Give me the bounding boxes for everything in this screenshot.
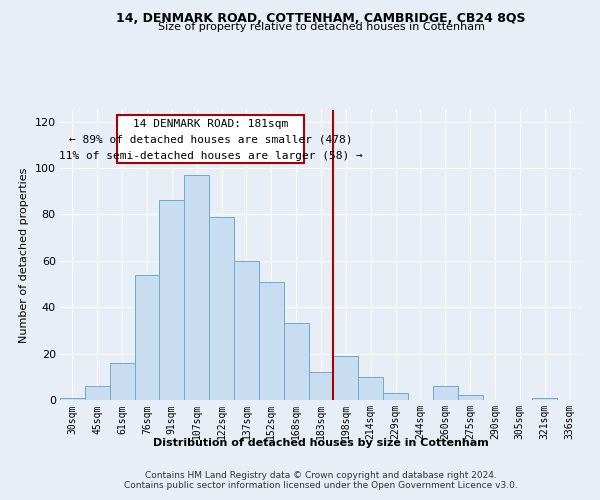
Bar [60, 398, 85, 400]
Bar [160, 200, 184, 400]
Bar [85, 386, 110, 400]
Text: 11% of semi-detached houses are larger (58) →: 11% of semi-detached houses are larger (… [59, 151, 362, 161]
Y-axis label: Number of detached properties: Number of detached properties [19, 168, 29, 342]
Text: 14 DENMARK ROAD: 181sqm: 14 DENMARK ROAD: 181sqm [133, 118, 288, 128]
Bar [383, 393, 408, 400]
Bar [358, 377, 383, 400]
Bar [184, 175, 209, 400]
Text: Size of property relative to detached houses in Cottenham: Size of property relative to detached ho… [157, 22, 485, 32]
Text: 14, DENMARK ROAD, COTTENHAM, CAMBRIDGE, CB24 8QS: 14, DENMARK ROAD, COTTENHAM, CAMBRIDGE, … [116, 12, 526, 26]
Bar [110, 363, 134, 400]
Bar [433, 386, 458, 400]
Text: Contains public sector information licensed under the Open Government Licence v3: Contains public sector information licen… [124, 481, 518, 490]
Text: ← 89% of detached houses are smaller (478): ← 89% of detached houses are smaller (47… [68, 135, 352, 145]
Bar [259, 282, 284, 400]
Text: Contains HM Land Registry data © Crown copyright and database right 2024.: Contains HM Land Registry data © Crown c… [145, 471, 497, 480]
FancyBboxPatch shape [117, 114, 304, 164]
Bar [458, 396, 482, 400]
Bar [334, 356, 358, 400]
Bar [284, 324, 308, 400]
Text: Distribution of detached houses by size in Cottenham: Distribution of detached houses by size … [153, 438, 489, 448]
Bar [308, 372, 334, 400]
Bar [532, 398, 557, 400]
Bar [209, 216, 234, 400]
Bar [134, 274, 160, 400]
Bar [234, 261, 259, 400]
